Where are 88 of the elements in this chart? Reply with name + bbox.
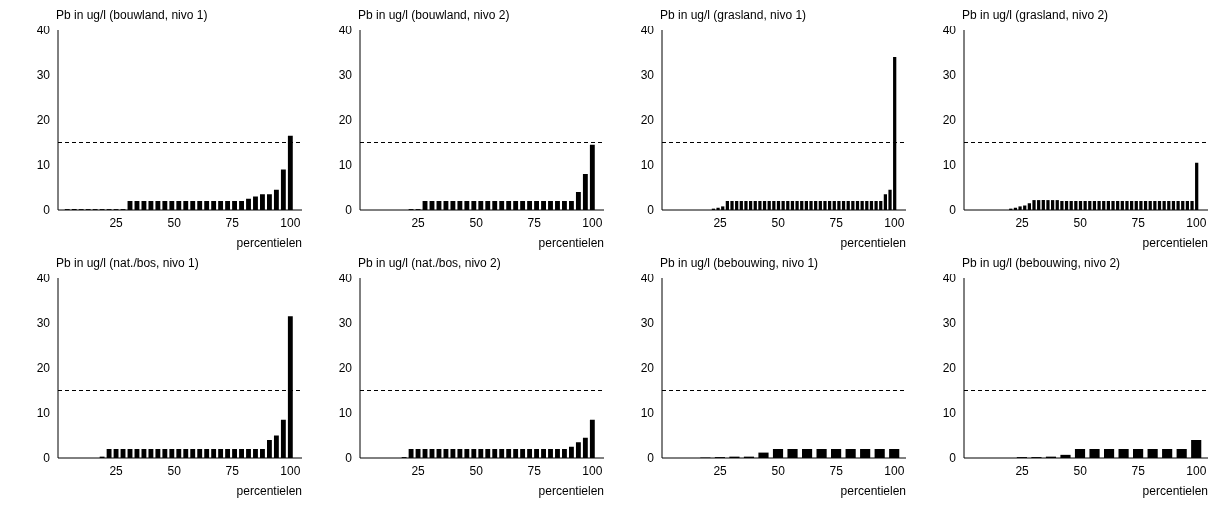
x-tick-label: 25 bbox=[1015, 215, 1030, 230]
y-tick-label: 40 bbox=[640, 23, 655, 38]
x-tick-label: 25 bbox=[411, 215, 426, 230]
x-tick-label: 100 bbox=[1186, 215, 1207, 230]
x-tick-label: 25 bbox=[109, 463, 124, 478]
y-tick-label: 30 bbox=[36, 316, 51, 331]
x-tick-label: 25 bbox=[411, 463, 426, 478]
y-tick-label: 40 bbox=[36, 23, 51, 38]
y-tick-label: 0 bbox=[345, 203, 353, 218]
y-tick-label: 10 bbox=[36, 158, 51, 173]
y-tick-label: 20 bbox=[640, 361, 655, 376]
y-tick-label: 30 bbox=[942, 316, 957, 331]
x-tick-label: 75 bbox=[527, 215, 542, 230]
x-axis-title: percentielen bbox=[538, 484, 604, 498]
y-tick-label: 40 bbox=[640, 271, 655, 286]
y-tick-label: 20 bbox=[942, 113, 957, 128]
chart-title: Pb in ug/l (bebouwing, nivo 1) bbox=[660, 256, 819, 270]
x-tick-label: 100 bbox=[280, 463, 301, 478]
x-tick-label: 50 bbox=[469, 463, 484, 478]
y-tick-label: 0 bbox=[43, 451, 51, 466]
x-tick-label: 100 bbox=[582, 463, 603, 478]
x-tick-label: 25 bbox=[713, 463, 728, 478]
x-axis-title: percentielen bbox=[538, 236, 604, 250]
x-tick-label: 50 bbox=[1073, 215, 1088, 230]
x-tick-label: 100 bbox=[582, 215, 603, 230]
x-tick-label: 50 bbox=[167, 463, 182, 478]
x-tick-label: 75 bbox=[1131, 463, 1146, 478]
y-tick-label: 10 bbox=[338, 406, 353, 421]
x-tick-label: 100 bbox=[884, 463, 905, 478]
x-axis-title: percentielen bbox=[236, 236, 302, 250]
x-tick-label: 50 bbox=[167, 215, 182, 230]
y-tick-label: 0 bbox=[43, 203, 51, 218]
y-tick-label: 20 bbox=[36, 113, 51, 128]
x-tick-label: 100 bbox=[280, 215, 301, 230]
y-tick-label: 20 bbox=[338, 113, 353, 128]
x-tick-label: 50 bbox=[771, 463, 786, 478]
x-axis-title: percentielen bbox=[840, 236, 906, 250]
chart-title: Pb in ug/l (grasland, nivo 1) bbox=[660, 8, 807, 22]
chart-title: Pb in ug/l (bouwland, nivo 2) bbox=[358, 8, 510, 22]
y-tick-label: 0 bbox=[949, 451, 957, 466]
x-tick-label: 75 bbox=[225, 463, 240, 478]
y-tick-label: 10 bbox=[942, 406, 957, 421]
y-tick-label: 0 bbox=[949, 203, 957, 218]
y-tick-label: 10 bbox=[640, 158, 655, 173]
x-axis-title: percentielen bbox=[840, 484, 906, 498]
x-tick-label: 50 bbox=[1073, 463, 1088, 478]
y-tick-label: 0 bbox=[647, 203, 655, 218]
x-tick-label: 100 bbox=[884, 215, 905, 230]
chart-title: Pb in ug/l (nat./bos, nivo 1) bbox=[56, 256, 199, 270]
x-tick-label: 25 bbox=[713, 215, 728, 230]
y-tick-label: 30 bbox=[640, 68, 655, 83]
x-tick-label: 75 bbox=[225, 215, 240, 230]
x-tick-label: 100 bbox=[1186, 463, 1207, 478]
x-tick-label: 75 bbox=[1131, 215, 1146, 230]
x-tick-label: 75 bbox=[829, 215, 844, 230]
chart-title: Pb in ug/l (bouwland, nivo 1) bbox=[56, 8, 208, 22]
y-tick-label: 40 bbox=[942, 23, 957, 38]
x-axis-title: percentielen bbox=[236, 484, 302, 498]
x-tick-label: 50 bbox=[771, 215, 786, 230]
y-tick-label: 30 bbox=[942, 68, 957, 83]
x-tick-label: 75 bbox=[527, 463, 542, 478]
y-tick-label: 10 bbox=[942, 158, 957, 173]
x-tick-label: 25 bbox=[109, 215, 124, 230]
chart-title: Pb in ug/l (bebouwing, nivo 2) bbox=[962, 256, 1121, 270]
y-tick-label: 10 bbox=[36, 406, 51, 421]
chart-title: Pb in ug/l (nat./bos, nivo 2) bbox=[358, 256, 501, 270]
x-tick-label: 75 bbox=[829, 463, 844, 478]
y-tick-label: 10 bbox=[640, 406, 655, 421]
y-tick-label: 40 bbox=[338, 23, 353, 38]
y-tick-label: 40 bbox=[36, 271, 51, 286]
y-tick-label: 30 bbox=[338, 316, 353, 331]
y-tick-label: 0 bbox=[647, 451, 655, 466]
y-tick-label: 40 bbox=[338, 271, 353, 286]
y-tick-label: 20 bbox=[942, 361, 957, 376]
y-tick-label: 10 bbox=[338, 158, 353, 173]
y-tick-label: 30 bbox=[640, 316, 655, 331]
y-tick-label: 20 bbox=[338, 361, 353, 376]
chart-title: Pb in ug/l (grasland, nivo 2) bbox=[962, 8, 1109, 22]
y-tick-label: 30 bbox=[338, 68, 353, 83]
x-tick-label: 50 bbox=[469, 215, 484, 230]
y-tick-label: 40 bbox=[942, 271, 957, 286]
x-axis-title: percentielen bbox=[1142, 484, 1208, 498]
y-tick-label: 20 bbox=[36, 361, 51, 376]
x-tick-label: 25 bbox=[1015, 463, 1030, 478]
y-tick-label: 30 bbox=[36, 68, 51, 83]
y-tick-label: 20 bbox=[640, 113, 655, 128]
y-tick-label: 0 bbox=[345, 451, 353, 466]
x-axis-title: percentielen bbox=[1142, 236, 1208, 250]
